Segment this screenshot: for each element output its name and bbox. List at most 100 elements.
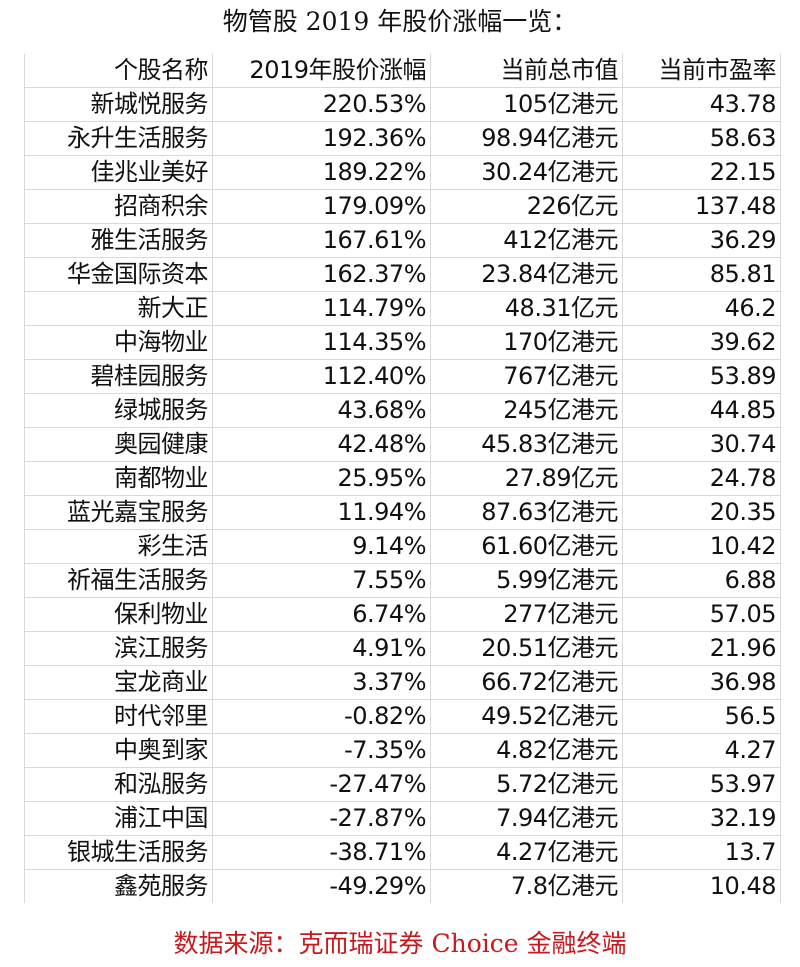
table-row: 华金国际资本 162.37% 23.84亿港元 85.81 [24, 257, 781, 292]
cell-price-change-2019: 4.91% [212, 631, 431, 666]
cell-price-change-2019: -49.29% [212, 869, 431, 903]
cell-stock-name: 滨江服务 [24, 631, 213, 666]
cell-stock-name: 祈福生活服务 [24, 563, 213, 598]
cell-price-change-2019: 43.68% [212, 393, 431, 428]
header-market-cap: 当前总市值 [430, 54, 623, 88]
cell-price-change-2019: 7.55% [212, 563, 431, 598]
cell-pe-ratio: 36.29 [622, 223, 781, 258]
cell-market-cap: 4.82亿港元 [430, 733, 623, 768]
cell-stock-name: 蓝光嘉宝服务 [24, 495, 213, 530]
cell-price-change-2019: -0.82% [212, 699, 431, 734]
table-row: 蓝光嘉宝服务 11.94% 87.63亿港元 20.35 [24, 495, 781, 530]
cell-pe-ratio: 56.5 [622, 699, 781, 734]
cell-market-cap: 4.27亿港元 [430, 835, 623, 870]
cell-pe-ratio: 57.05 [622, 597, 781, 632]
cell-market-cap: 5.99亿港元 [430, 563, 623, 598]
cell-stock-name: 华金国际资本 [24, 257, 213, 292]
cell-market-cap: 7.94亿港元 [430, 801, 623, 836]
cell-market-cap: 98.94亿港元 [430, 121, 623, 156]
cell-price-change-2019: -27.87% [212, 801, 431, 836]
cell-market-cap: 277亿港元 [430, 597, 623, 632]
cell-pe-ratio: 53.97 [622, 767, 781, 802]
cell-market-cap: 170亿港元 [430, 325, 623, 360]
cell-pe-ratio: 20.35 [622, 495, 781, 530]
cell-price-change-2019: 189.22% [212, 155, 431, 190]
cell-market-cap: 7.8亿港元 [430, 869, 623, 903]
table-row: 宝龙商业 3.37% 66.72亿港元 36.98 [24, 665, 781, 700]
cell-stock-name: 银城生活服务 [24, 835, 213, 870]
cell-pe-ratio: 43.78 [622, 87, 781, 122]
cell-pe-ratio: 58.63 [622, 121, 781, 156]
cell-price-change-2019: 6.74% [212, 597, 431, 632]
cell-market-cap: 61.60亿港元 [430, 529, 623, 564]
cell-price-change-2019: 11.94% [212, 495, 431, 530]
cell-price-change-2019: -27.47% [212, 767, 431, 802]
cell-price-change-2019: 25.95% [212, 461, 431, 496]
cell-stock-name: 永升生活服务 [24, 121, 213, 156]
cell-stock-name: 和泓服务 [24, 767, 213, 802]
cell-stock-name: 浦江中国 [24, 801, 213, 836]
cell-price-change-2019: 192.36% [212, 121, 431, 156]
cell-pe-ratio: 36.98 [622, 665, 781, 700]
cell-pe-ratio: 22.15 [622, 155, 781, 190]
page-title: 物管股 2019 年股价涨幅一览： [222, 7, 578, 36]
cell-stock-name: 南都物业 [24, 461, 213, 496]
table-row: 保利物业 6.74% 277亿港元 57.05 [24, 597, 781, 632]
table-row: 碧桂园服务 112.40% 767亿港元 53.89 [24, 359, 781, 394]
table-row: 滨江服务 4.91% 20.51亿港元 21.96 [24, 631, 781, 666]
cell-price-change-2019: -38.71% [212, 835, 431, 870]
cell-price-change-2019: 114.35% [212, 325, 431, 360]
cell-price-change-2019: 179.09% [212, 189, 431, 224]
cell-market-cap: 66.72亿港元 [430, 665, 623, 700]
table-row: 奥园健康 42.48% 45.83亿港元 30.74 [24, 427, 781, 462]
cell-price-change-2019: 9.14% [212, 529, 431, 564]
table-row: 佳兆业美好 189.22% 30.24亿港元 22.15 [24, 155, 781, 190]
cell-stock-name: 中海物业 [24, 325, 213, 360]
cell-stock-name: 保利物业 [24, 597, 213, 632]
cell-market-cap: 226亿元 [430, 189, 623, 224]
cell-pe-ratio: 24.78 [622, 461, 781, 496]
table-row: 永升生活服务 192.36% 98.94亿港元 58.63 [24, 121, 781, 156]
cell-pe-ratio: 85.81 [622, 257, 781, 292]
table-row: 新大正 114.79% 48.31亿元 46.2 [24, 291, 781, 326]
table-row: 中海物业 114.35% 170亿港元 39.62 [24, 325, 781, 360]
cell-pe-ratio: 13.7 [622, 835, 781, 870]
cell-market-cap: 412亿港元 [430, 223, 623, 258]
cell-stock-name: 佳兆业美好 [24, 155, 213, 190]
cell-market-cap: 5.72亿港元 [430, 767, 623, 802]
header-pe-ratio: 当前市盈率 [622, 54, 781, 88]
cell-stock-name: 中奥到家 [24, 733, 213, 768]
cell-market-cap: 245亿港元 [430, 393, 623, 428]
cell-pe-ratio: 10.42 [622, 529, 781, 564]
cell-market-cap: 20.51亿港元 [430, 631, 623, 666]
cell-stock-name: 新城悦服务 [24, 87, 213, 122]
cell-price-change-2019: 114.79% [212, 291, 431, 326]
table-row: 和泓服务 -27.47% 5.72亿港元 53.97 [24, 767, 781, 802]
table-row: 南都物业 25.95% 27.89亿元 24.78 [24, 461, 781, 496]
table-row: 中奥到家 -7.35% 4.82亿港元 4.27 [24, 733, 781, 768]
cell-pe-ratio: 21.96 [622, 631, 781, 666]
cell-stock-name: 招商积余 [24, 189, 213, 224]
cell-market-cap: 27.89亿元 [430, 461, 623, 496]
cell-pe-ratio: 46.2 [622, 291, 781, 326]
table-row: 招商积余 179.09% 226亿元 137.48 [24, 189, 781, 224]
stock-table: 个股名称 2019年股价涨幅 当前总市值 当前市盈率 新城悦服务 220.53% 105亿港… [24, 54, 781, 903]
cell-pe-ratio: 32.19 [622, 801, 781, 836]
cell-market-cap: 767亿港元 [430, 359, 623, 394]
cell-market-cap: 87.63亿港元 [430, 495, 623, 530]
cell-pe-ratio: 30.74 [622, 427, 781, 462]
cell-pe-ratio: 4.27 [622, 733, 781, 768]
cell-pe-ratio: 10.48 [622, 869, 781, 903]
cell-pe-ratio: 44.85 [622, 393, 781, 428]
cell-price-change-2019: 167.61% [212, 223, 431, 258]
cell-market-cap: 30.24亿港元 [430, 155, 623, 190]
cell-price-change-2019: 220.53% [212, 87, 431, 122]
table-row: 浦江中国 -27.87% 7.94亿港元 32.19 [24, 801, 781, 836]
cell-price-change-2019: 3.37% [212, 665, 431, 700]
header-stock-name: 个股名称 [24, 54, 213, 88]
table-row: 祈福生活服务 7.55% 5.99亿港元 6.88 [24, 563, 781, 598]
cell-market-cap: 48.31亿元 [430, 291, 623, 326]
cell-market-cap: 49.52亿港元 [430, 699, 623, 734]
cell-pe-ratio: 39.62 [622, 325, 781, 360]
cell-stock-name: 碧桂园服务 [24, 359, 213, 394]
